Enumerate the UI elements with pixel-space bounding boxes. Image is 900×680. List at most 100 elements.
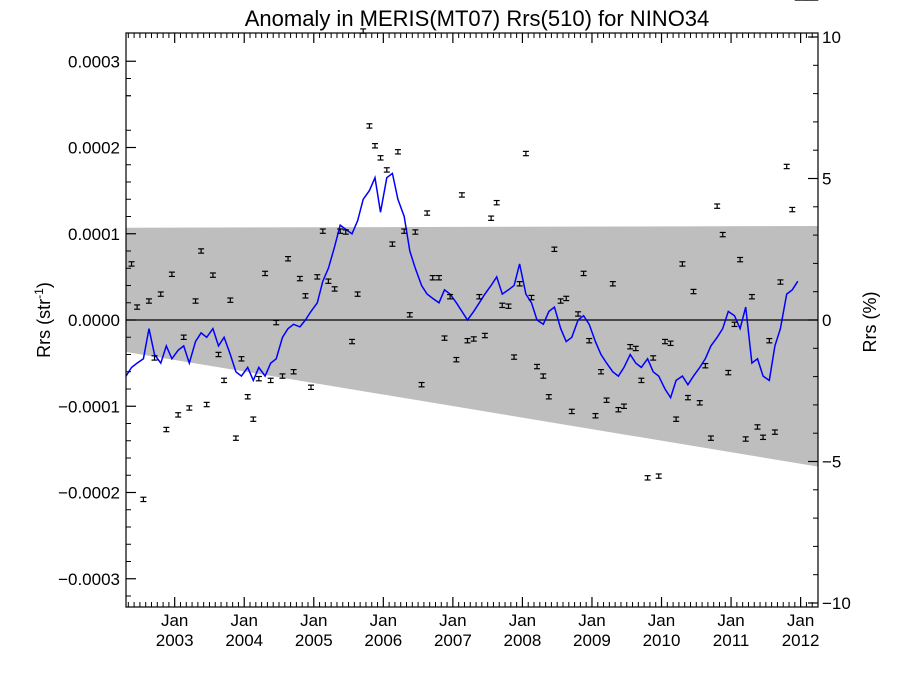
y-left-tick-label: 0.0002 bbox=[68, 139, 120, 158]
data-point bbox=[290, 368, 297, 375]
data-point bbox=[638, 377, 645, 384]
data-point bbox=[145, 298, 152, 304]
data-point bbox=[296, 275, 303, 282]
x-tick-year-label: 2006 bbox=[364, 631, 402, 650]
data-point bbox=[737, 256, 744, 263]
data-point bbox=[307, 384, 314, 391]
anomaly-line bbox=[125, 172, 799, 400]
y-right-tick-label: 0 bbox=[822, 311, 831, 330]
y-right-tick-label: −10 bbox=[822, 594, 851, 613]
data-point bbox=[563, 295, 570, 302]
data-point bbox=[568, 408, 575, 415]
data-point bbox=[620, 403, 627, 410]
data-point bbox=[719, 231, 726, 238]
data-point bbox=[493, 199, 500, 206]
data-point bbox=[186, 405, 193, 411]
data-point bbox=[279, 373, 286, 379]
data-point bbox=[406, 312, 413, 318]
data-point bbox=[650, 355, 657, 361]
data-point bbox=[180, 334, 187, 341]
x-tick-year-label: 2010 bbox=[643, 631, 681, 650]
data-point bbox=[302, 293, 309, 299]
x-tick-month-label: Jan bbox=[648, 611, 675, 630]
data-point bbox=[696, 400, 703, 406]
data-point bbox=[522, 150, 529, 157]
data-point bbox=[412, 229, 419, 235]
x-tick-month-label: Jan bbox=[439, 611, 466, 630]
data-point bbox=[232, 435, 239, 441]
data-point bbox=[168, 271, 175, 278]
x-tick-year-label: 2007 bbox=[434, 631, 472, 650]
data-point bbox=[429, 274, 436, 281]
data-point bbox=[285, 256, 292, 262]
data-point bbox=[401, 228, 408, 234]
data-point bbox=[684, 394, 691, 401]
data-point bbox=[453, 356, 460, 363]
y-right-tick-label: −5 bbox=[822, 453, 841, 472]
data-point bbox=[661, 338, 668, 345]
data-point bbox=[319, 228, 326, 234]
x-tick-month-label: Jan bbox=[161, 611, 188, 630]
data-point bbox=[377, 155, 384, 161]
data-point bbox=[632, 345, 639, 352]
data-point bbox=[771, 429, 778, 435]
data-point bbox=[244, 394, 251, 400]
data-point bbox=[128, 261, 135, 267]
data-point bbox=[221, 377, 228, 384]
data-point bbox=[557, 298, 564, 304]
y-left-tick-label: −0.0001 bbox=[58, 397, 120, 416]
data-point bbox=[511, 354, 518, 360]
data-point bbox=[314, 274, 321, 280]
data-point bbox=[742, 436, 749, 442]
data-point bbox=[481, 332, 488, 339]
data-point bbox=[679, 261, 686, 267]
data-point bbox=[267, 377, 274, 384]
data-point bbox=[389, 241, 396, 247]
data-point bbox=[331, 286, 338, 292]
y-right-tick-label: 5 bbox=[822, 170, 831, 189]
data-point bbox=[545, 394, 552, 400]
data-point bbox=[505, 303, 512, 309]
y-left-tick-label: 0.0001 bbox=[68, 225, 120, 244]
data-point bbox=[337, 228, 344, 234]
data-point bbox=[627, 343, 634, 350]
data-point bbox=[238, 356, 245, 362]
data-point bbox=[731, 321, 738, 328]
data-point bbox=[371, 143, 378, 149]
data-point bbox=[766, 337, 773, 344]
y-axis-left-label: Rrs (str-1) bbox=[32, 282, 54, 358]
data-point bbox=[592, 412, 599, 419]
data-point bbox=[603, 397, 610, 403]
y-left-tick-label: 0.0003 bbox=[68, 52, 120, 71]
data-point bbox=[598, 368, 605, 375]
data-point bbox=[342, 229, 349, 235]
data-point bbox=[540, 373, 547, 379]
data-point bbox=[157, 291, 164, 297]
data-point bbox=[227, 297, 234, 303]
data-point bbox=[140, 496, 147, 503]
data-point bbox=[586, 337, 593, 344]
data-point bbox=[198, 248, 205, 254]
x-tick-year-label: 2011 bbox=[713, 631, 750, 650]
data-point bbox=[777, 279, 784, 285]
data-point bbox=[488, 215, 495, 221]
x-tick-year-label: 2009 bbox=[573, 631, 611, 650]
x-tick-year-label: 2012 bbox=[782, 631, 820, 650]
x-tick-month-label: Jan bbox=[231, 611, 258, 630]
x-tick-year-label: 2003 bbox=[156, 631, 194, 650]
x-tick-month-label: Jan bbox=[787, 611, 814, 630]
y-left-tick-label: −0.0003 bbox=[58, 570, 120, 589]
y-axis-right-label: Rrs (%) bbox=[860, 292, 880, 353]
data-point bbox=[273, 319, 280, 326]
data-point bbox=[528, 294, 535, 301]
data-point bbox=[203, 401, 210, 408]
data-point bbox=[215, 351, 222, 358]
data-point bbox=[702, 362, 709, 369]
data-point bbox=[175, 412, 182, 418]
data-point bbox=[349, 338, 356, 345]
confidence-band bbox=[126, 225, 818, 467]
data-point bbox=[250, 416, 257, 422]
x-tick-month-label: Jan bbox=[509, 611, 536, 630]
data-point bbox=[458, 192, 465, 198]
data-point bbox=[644, 475, 651, 481]
